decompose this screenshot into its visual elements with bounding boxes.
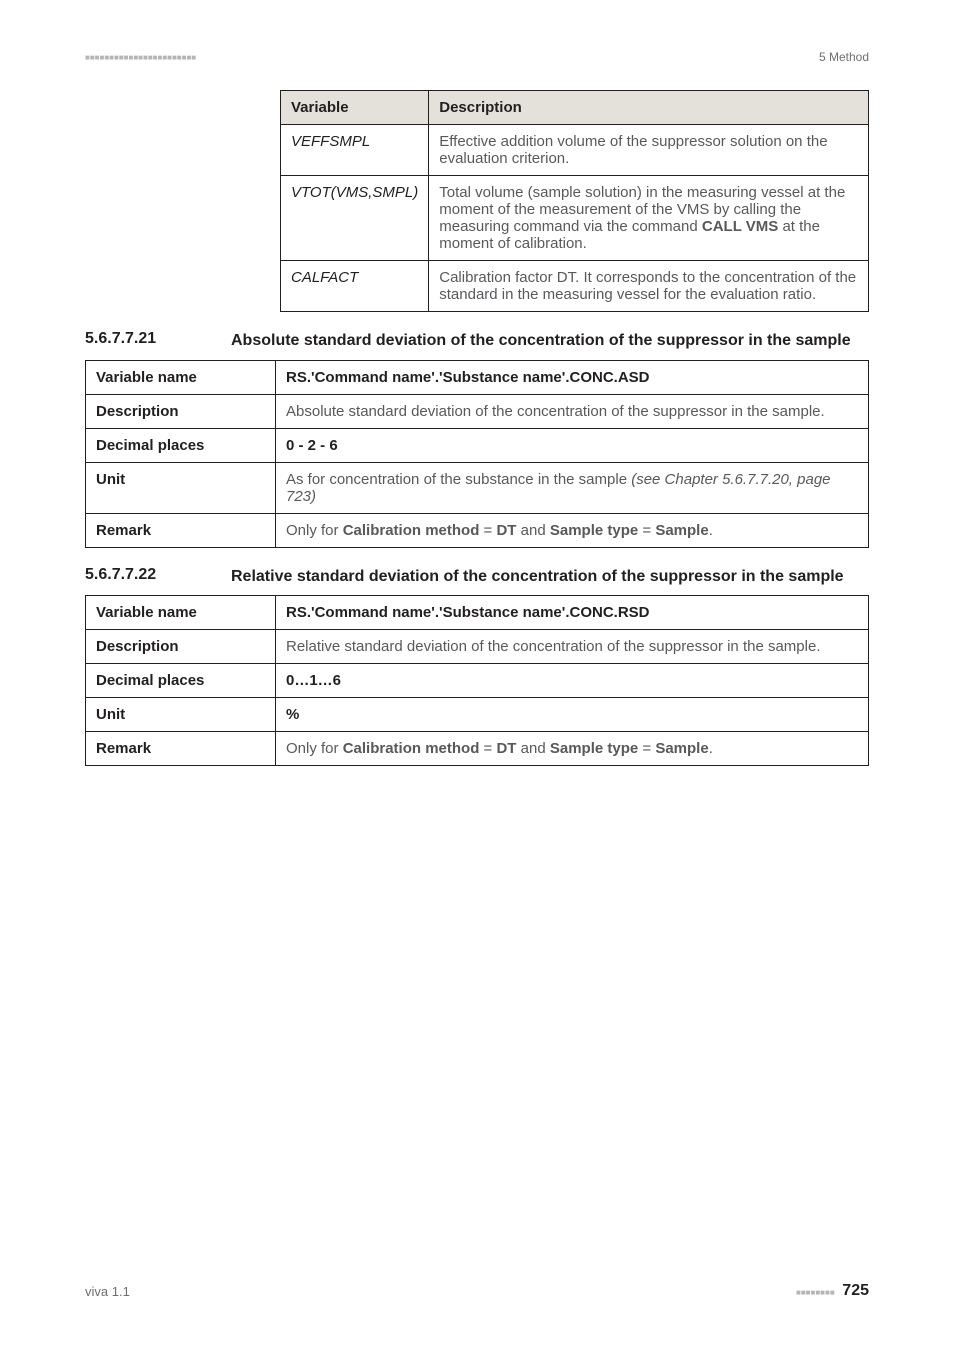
row-label: Description [96, 638, 179, 655]
section-title: Relative standard deviation of the conce… [231, 566, 844, 588]
row-value: Absolute standard deviation of the conce… [276, 394, 869, 428]
remark-bold: DT [496, 522, 516, 539]
section-heading-2: 5.6.7.7.22 Relative standard deviation o… [85, 566, 869, 588]
footer-right: ■■■■■■■■ 725 [796, 1282, 869, 1300]
row-value: 0…1…6 [286, 672, 341, 689]
table-row: Decimal places 0…1…6 [86, 664, 869, 698]
variable-table-1: Variable Description VEFFSMPL Effective … [280, 90, 869, 312]
remark-bold: Sample type [550, 740, 638, 757]
row-label: Decimal places [96, 437, 204, 454]
table-row: Variable name RS.'Command name'.'Substan… [86, 596, 869, 630]
row-value: % [286, 706, 299, 723]
table-row: Description Absolute standard deviation … [86, 394, 869, 428]
remark-bold: Sample [655, 740, 708, 757]
table-row: Unit As for concentration of the substan… [86, 462, 869, 513]
definition-table-2: Variable name RS.'Command name'.'Substan… [85, 360, 869, 548]
remark-bold: Calibration method [343, 522, 480, 539]
header-dots: ■■■■■■■■■■■■■■■■■■■■■■■ [85, 53, 196, 62]
remark-bold: Sample type [550, 522, 638, 539]
table-row: VEFFSMPL Effective addition volume of th… [281, 125, 869, 176]
remark-text: . [709, 740, 713, 757]
col-header-description: Description [429, 91, 869, 125]
table-row: VTOT(VMS,SMPL) Total volume (sample solu… [281, 176, 869, 261]
page-content: Variable Description VEFFSMPL Effective … [85, 90, 869, 782]
section-number: 5.6.7.7.21 [85, 330, 203, 352]
section-title: Absolute standard deviation of the conce… [231, 330, 851, 352]
remark-text: = [638, 522, 655, 539]
footer-version: viva 1.1 [85, 1284, 130, 1299]
footer-dots: ■■■■■■■■ [796, 1288, 835, 1297]
remark-text: = [479, 740, 496, 757]
description-cell: Calibration factor DT. It corresponds to… [429, 261, 869, 312]
row-label: Unit [96, 706, 125, 723]
remark-bold: DT [496, 740, 516, 757]
row-value: RS.'Command name'.'Substance name'.CONC.… [286, 604, 650, 621]
remark-bold: Sample [655, 522, 708, 539]
row-value: RS.'Command name'.'Substance name'.CONC.… [286, 369, 650, 386]
remark-text: and [516, 522, 549, 539]
row-value: Relative standard deviation of the conce… [276, 630, 869, 664]
row-value: Only for Calibration method = DT and Sam… [276, 732, 869, 766]
remark-text: Only for [286, 522, 343, 539]
section-number: 5.6.7.7.22 [85, 566, 203, 588]
remark-text: Only for [286, 740, 343, 757]
remark-text: = [479, 522, 496, 539]
row-label: Variable name [96, 604, 197, 621]
description-cell: Effective addition volume of the suppres… [429, 125, 869, 176]
row-label: Decimal places [96, 672, 204, 689]
table-row: Description Relative standard deviation … [86, 630, 869, 664]
section-heading-1: 5.6.7.7.21 Absolute standard deviation o… [85, 330, 869, 352]
variable-cell: CALFACT [281, 261, 429, 312]
row-label: Unit [96, 471, 125, 488]
table-row: Remark Only for Calibration method = DT … [86, 732, 869, 766]
remark-bold: Calibration method [343, 740, 480, 757]
row-value: As for concentration of the substance in… [276, 462, 869, 513]
table-row: Remark Only for Calibration method = DT … [86, 513, 869, 547]
col-header-variable: Variable [281, 91, 429, 125]
chapter-label: 5 Method [819, 50, 869, 64]
unit-text: As for concentration of the substance in… [286, 471, 631, 488]
variable-cell: VEFFSMPL [281, 125, 429, 176]
row-label: Remark [96, 522, 151, 539]
definition-table-3: Variable name RS.'Command name'.'Substan… [85, 595, 869, 766]
table-row: Decimal places 0 - 2 - 6 [86, 428, 869, 462]
table-row: CALFACT Calibration factor DT. It corres… [281, 261, 869, 312]
table-row: Variable name RS.'Command name'.'Substan… [86, 360, 869, 394]
remark-text: and [516, 740, 549, 757]
remark-text: = [638, 740, 655, 757]
row-value: 0 - 2 - 6 [286, 437, 338, 454]
table-row: Unit % [86, 698, 869, 732]
page-footer: viva 1.1 ■■■■■■■■ 725 [85, 1282, 869, 1300]
variable-cell: VTOT(VMS,SMPL) [281, 176, 429, 261]
page-header: ■■■■■■■■■■■■■■■■■■■■■■■ 5 Method [85, 50, 869, 64]
desc-bold: CALL VMS [702, 218, 778, 235]
row-label: Description [96, 403, 179, 420]
row-label: Variable name [96, 369, 197, 386]
row-value: Only for Calibration method = DT and Sam… [276, 513, 869, 547]
description-cell: Total volume (sample solution) in the me… [429, 176, 869, 261]
row-label: Remark [96, 740, 151, 757]
page-number: 725 [842, 1282, 869, 1299]
remark-text: . [709, 522, 713, 539]
